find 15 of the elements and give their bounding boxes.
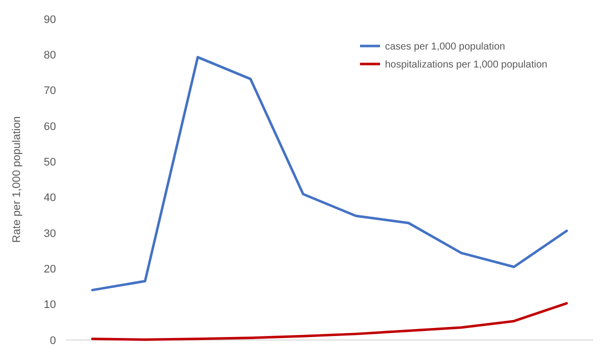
legend-label: cases per 1,000 population [385,42,506,52]
y-tick-label: 10 [44,299,56,312]
y-tick-label: 80 [44,50,56,62]
y-tick-label: 90 [44,14,56,26]
y-tick-label: 0 [50,334,56,347]
y-tick-label: 30 [44,228,56,240]
y-tick-label: 70 [44,85,56,98]
line-series [91,56,568,292]
y-tick-label: 50 [44,156,56,169]
y-tick-label: 60 [44,120,56,133]
legend-label: hospitalizations per 1,000 population [385,60,548,70]
y-axis-title: Rate per 1,000 population [11,116,23,243]
y-tick-label: 20 [44,264,56,276]
line-series [91,302,568,341]
y-tick-label: 40 [44,192,56,204]
